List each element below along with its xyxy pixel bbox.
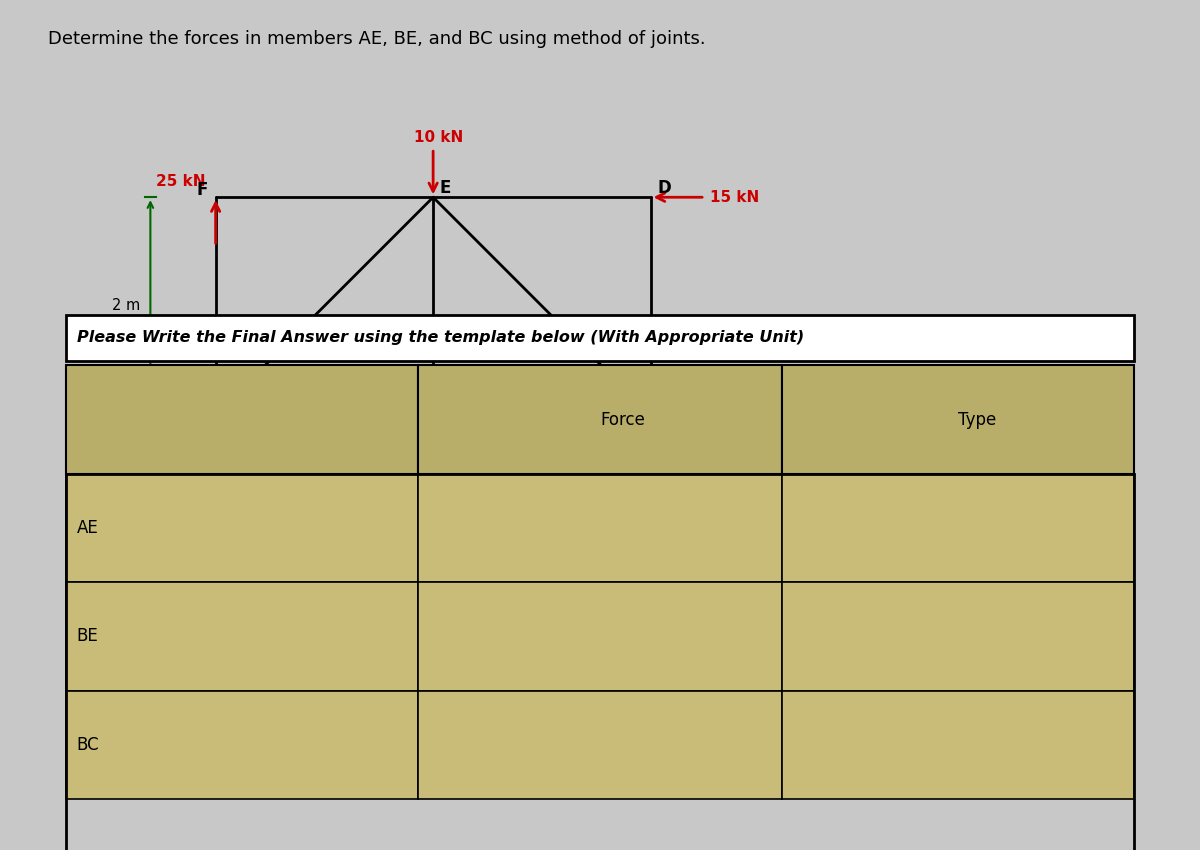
- Polygon shape: [199, 415, 232, 434]
- Text: 2 m: 2 m: [311, 479, 338, 494]
- Bar: [66, 474, 419, 582]
- Text: 10 kN: 10 kN: [414, 130, 463, 145]
- Text: Please Write the Final Answer using the template below (With Appropriate Unit): Please Write the Final Answer using the …: [77, 331, 804, 345]
- Text: AE: AE: [77, 519, 98, 537]
- Bar: [419, 474, 781, 582]
- Bar: [419, 690, 781, 799]
- Text: BC: BC: [77, 736, 100, 754]
- Bar: [66, 582, 419, 690]
- FancyBboxPatch shape: [66, 314, 1134, 361]
- Text: 25 kN: 25 kN: [156, 173, 205, 189]
- Text: C: C: [659, 399, 671, 416]
- Bar: [419, 582, 781, 690]
- Text: F: F: [196, 181, 208, 199]
- Text: 2 m: 2 m: [528, 479, 556, 494]
- Text: 2 m: 2 m: [113, 298, 140, 314]
- Bar: [781, 474, 1134, 582]
- Text: A: A: [196, 399, 209, 416]
- Text: E: E: [439, 178, 451, 197]
- Polygon shape: [635, 415, 667, 434]
- Bar: [419, 366, 781, 474]
- Polygon shape: [416, 415, 450, 434]
- Text: 20 kN: 20 kN: [412, 480, 461, 495]
- Text: Determine the forces in members AE, BE, and BC using method of joints.: Determine the forces in members AE, BE, …: [48, 30, 706, 48]
- Bar: [781, 366, 1134, 474]
- Text: BE: BE: [77, 627, 98, 645]
- Text: B: B: [438, 414, 451, 432]
- Bar: [66, 690, 419, 799]
- Bar: [781, 690, 1134, 799]
- Text: Type: Type: [958, 411, 996, 428]
- Text: Force: Force: [600, 411, 644, 428]
- Bar: [781, 582, 1134, 690]
- Bar: [66, 366, 419, 474]
- Text: 15 kN: 15 kN: [710, 190, 760, 205]
- Text: D: D: [658, 178, 671, 197]
